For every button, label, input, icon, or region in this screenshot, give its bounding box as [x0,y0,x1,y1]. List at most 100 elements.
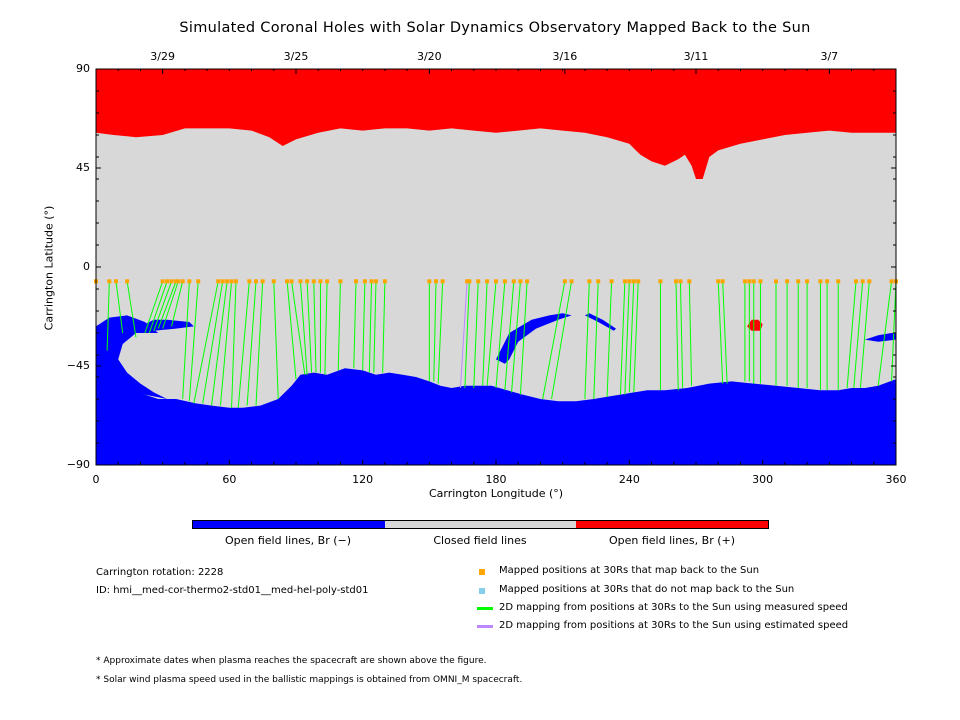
mapped-position-marker [511,279,516,284]
mapping-line-measured [482,281,488,386]
mapping-line-measured [373,281,377,373]
mapped-position-marker [805,279,810,284]
mapped-position-marker [234,279,238,284]
mapped-position-marker [465,279,470,284]
y-tick-label: 90 [76,62,90,75]
colorbar-open-negative [193,521,385,528]
mapped-position-marker [720,279,725,284]
mapping-line-measured [299,281,308,375]
mapping-line-measured [313,281,317,373]
mapping-line-measured [193,281,219,404]
mapped-position-marker [716,279,721,284]
colorbar-closed [384,521,577,528]
mapping-line-measured [675,281,679,391]
legend-label: 2D mapping from positions at 30Rs to the… [499,602,848,613]
mapped-position-marker [369,279,374,284]
open-negative-region [96,346,896,465]
mapped-position-marker [596,279,601,284]
mapped-position-marker [174,279,178,284]
mapped-position-marker [440,279,445,284]
y-tick-label: 45 [76,161,90,174]
mapping-line-measured [171,281,184,327]
x-tick-label: 180 [485,473,507,486]
mapping-line-measured [188,281,199,402]
mapped-position-marker [220,279,225,284]
mapping-line-measured [633,281,639,393]
footnote-dates: * Approximate dates when plasma reaches … [96,656,487,666]
mapped-position-marker [285,279,290,284]
mapped-position-marker [160,279,165,284]
colorbar [192,520,769,529]
mapped-position-marker [678,279,683,284]
mapped-position-marker [114,279,118,284]
mapped-position-marker [867,279,872,284]
mapping-line-measured [473,281,479,389]
mapping-line-measured [437,281,444,384]
mapping-line-measured [433,281,437,382]
mapping-line-measured [353,281,357,369]
date-tick-label: 3/25 [283,50,309,63]
legend-label: Mapped positions at 30Rs that map back t… [499,565,760,576]
chart-title: Simulated Coronal Holes with Solar Dynam… [179,20,811,36]
open-negative-island [496,313,572,364]
mapping-line-measured [337,281,341,371]
mapped-position-marker [658,279,663,284]
mapped-position-marker [818,279,823,284]
y-tick-label: −45 [66,359,90,372]
mapping-line-measured [619,281,626,395]
mapped-position-marker [631,279,636,284]
mapped-position-marker [687,279,692,284]
mapping-line-measured [182,281,190,400]
open-positive-region [96,69,896,179]
mapping-line-measured [606,281,613,397]
open-negative-island [136,319,194,331]
mapped-position-marker [338,279,343,284]
x-tick-label: 300 [752,473,774,486]
purple-line-icon [477,625,493,628]
y-tick-label: −90 [66,458,90,471]
mapped-position-marker [180,279,185,284]
open-positive-island [747,319,763,331]
x-tick-label: 240 [618,473,640,486]
mapping-line-measured [846,281,857,389]
mapping-line-measured [511,281,521,393]
mapped-position-marker [311,279,316,284]
mapping-line-measured [859,281,870,389]
mapped-position-marker [229,279,234,284]
model-id: ID: hmi__med-cor-thermo2-std01__med-hel-… [96,585,369,596]
mapping-line-measured [551,281,573,400]
mapped-position-marker [747,279,752,284]
open-negative-island [864,333,896,342]
mapping-line-measured [246,281,257,406]
colorbar-label-open-positive: Open field lines, Br (+) [608,534,736,547]
mapping-line-estimated [459,281,468,389]
mapping-line-measured [306,281,313,373]
mapped-position-marker [318,279,323,284]
x-tick-label: 360 [885,473,907,486]
date-tick-label: 3/20 [416,50,442,63]
mapped-position-marker [187,279,192,284]
mapped-position-marker [860,279,865,284]
mapped-position-marker [569,279,574,284]
mapped-position-marker [742,279,747,284]
mapping-line-measured [464,281,470,389]
mapping-line-measured [219,281,233,406]
mapping-line-measured [126,281,137,338]
mapped-position-marker [271,279,276,284]
mapped-position-marker [325,279,330,284]
open-negative-island [584,313,616,331]
mapped-position-marker [825,279,830,284]
x-tick-label: 0 [92,473,100,486]
mapped-position-marker [758,279,763,284]
mapped-position-marker [362,279,367,284]
mapped-position-marker [107,279,112,284]
mapped-position-marker [627,279,632,284]
date-tick-label: 3/29 [150,50,175,63]
mapped-position-marker [518,279,523,284]
mapped-position-marker [525,279,530,284]
y-tick-label: 0 [83,260,90,273]
mapping-line-measured [722,281,728,384]
mapping-line-measured [144,281,164,334]
mapping-line-measured [877,281,893,386]
mapping-line-measured [148,281,168,334]
